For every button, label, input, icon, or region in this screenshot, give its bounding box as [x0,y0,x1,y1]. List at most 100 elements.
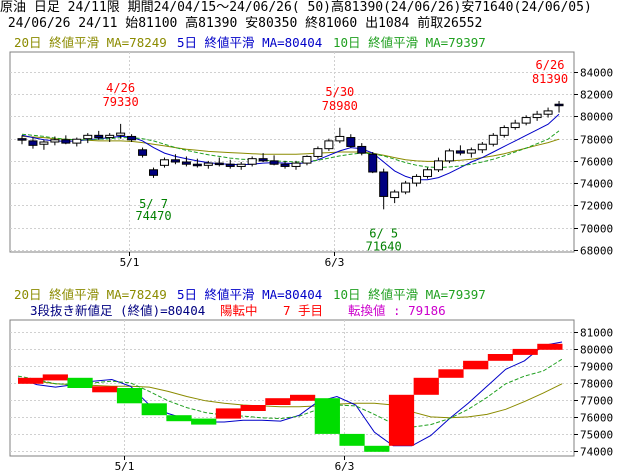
bottom-y-tick-label: 74000 [580,446,613,459]
candle-body [510,122,520,129]
break-bar [487,354,514,361]
top-legend-ma20: 20日 終値平滑 MA=78249 [14,35,167,50]
break-bar [290,394,316,401]
bottom-y-tick-label: 81000 [580,327,613,340]
break-bar [537,343,563,350]
ma-line [21,130,560,169]
candle-body [138,149,148,156]
annotation-date: 6/ 5 [369,226,398,240]
candle-body [477,143,487,151]
turn-value: 転換値 : 79186 [348,303,446,318]
bottom-y-tick-label: 76000 [580,412,613,425]
candle-body [554,103,564,107]
break-bar [463,360,489,370]
break-bar [413,377,439,395]
annotation-date: 5/ 7 [139,197,168,211]
candle-body [499,127,509,136]
ma-line [17,379,563,419]
bottom-legend-ma5: 5日 終値平滑 MA=80404 [177,287,322,302]
candle-body [368,153,378,173]
annotation-date: 6/26 [536,58,565,72]
top-y-tick-label: 78000 [580,134,613,147]
top-legend-ma10: 10日 終値平滑 MA=79397 [333,35,486,50]
break-bar [166,415,192,422]
annotation-value: 78980 [322,99,358,113]
break-bar [116,388,143,404]
candle-body [236,163,246,167]
break-bar [339,433,365,446]
candle-body [127,135,137,141]
top-y-tick-label: 68000 [580,245,613,258]
annotation-value: 74470 [135,209,171,223]
candle-body [247,158,257,165]
bottom-y-tick-label: 75000 [580,429,613,442]
break-bar [215,408,242,419]
candle-body [28,140,38,146]
bottom-legend-ma10: 10日 終値平滑 MA=79397 [333,287,486,302]
candle-body [488,134,498,145]
top-y-tick-label: 82000 [580,89,613,102]
break-bar [265,398,291,405]
break-bar [67,377,93,388]
break-bar [191,418,217,425]
top-y-tick-label: 84000 [580,67,613,80]
candle-body [269,160,279,165]
top-x-tick-label: 5/1 [120,256,140,269]
candle-body [466,149,476,154]
bottom-y-tick-label: 79000 [580,361,613,374]
candle-body [50,139,60,143]
annotation-value: 79330 [103,95,139,109]
break-bar [512,348,538,355]
candle-body [181,161,191,165]
top-plot: 68000 70000 72000 74000 76000 78000 80000 82000… [9,51,613,269]
break-bar [141,403,167,416]
candle-body [105,134,115,139]
candle-body [455,150,465,154]
candle-body [335,135,345,142]
bottom-plot: 74000 75000 76000 77000 78000 79000 80000 81000… [9,319,613,473]
candle-body [159,159,169,166]
candle-body [390,191,400,199]
candle-body [94,134,104,139]
bottom-y-tick-label: 80000 [580,344,613,357]
candle-body [61,139,71,144]
top-legend: 20日 終値平滑 MA=78249 5日 終値平滑 MA=80404 10日 終… [14,35,486,50]
candle-body [258,158,268,162]
candle-body [412,175,422,184]
bottom-y-tick-label: 77000 [580,395,613,408]
candle-body [39,141,49,145]
break-bar [240,405,266,411]
break-bar [92,386,118,393]
break-bar [364,445,390,452]
candle-body [346,137,356,147]
candle-body [433,160,443,171]
candle-body [379,171,389,197]
bottom-x-tick-label: 5/1 [115,460,135,473]
break-title: 3段抜き新値足 (終値)=80404 [30,303,205,318]
annotation-date: 5/30 [325,85,354,99]
top-plot-frame [9,51,575,253]
top-y-tick-label: 80000 [580,111,613,124]
top-y-tick-label: 76000 [580,156,613,169]
bottom-legend-ma20: 20日 終値平滑 MA=78249 [14,287,167,302]
candle-body [149,169,159,176]
ma-line [17,358,563,428]
candle-body [72,138,82,144]
annotation-value: 81390 [532,72,568,86]
header-line-2: 24/06/26 24/11 始81100 高81390 安80350 終810… [0,16,624,32]
break-bar [438,369,464,378]
annotation-date: 4/26 [106,81,135,95]
candle-body [203,162,213,166]
candle-body [17,138,27,141]
header-line-1-text: 原油 日足 24/11限 期間24/04/15～24/06/26( 50)高81… [0,0,592,15]
candle-body [280,163,290,167]
candle-body [291,162,301,167]
candle-body [357,145,367,154]
break-count: 7 手目 [283,303,323,318]
top-x-tick-label: 6/3 [325,256,345,269]
candle-body [444,150,454,162]
candle-body [324,140,334,150]
candle-body [214,162,224,166]
break-bar [18,377,44,384]
